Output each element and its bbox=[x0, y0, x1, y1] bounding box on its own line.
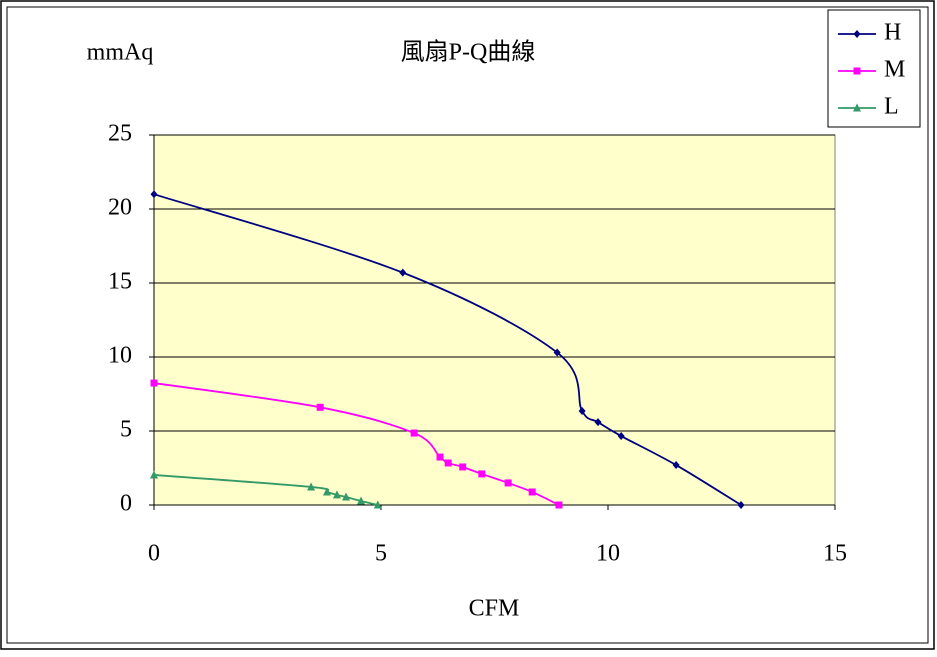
y-tick-label: 20 bbox=[108, 195, 132, 221]
marker bbox=[332, 490, 341, 499]
marker bbox=[150, 190, 158, 199]
marker bbox=[578, 407, 586, 416]
marker bbox=[594, 418, 602, 427]
marker bbox=[528, 488, 536, 496]
legend-box bbox=[827, 9, 921, 128]
y-tick-label: 5 bbox=[120, 417, 132, 443]
x-axis-label: CFM bbox=[469, 596, 520, 622]
marker bbox=[150, 470, 158, 479]
marker bbox=[150, 379, 158, 387]
marker bbox=[444, 459, 452, 467]
legend-marker bbox=[853, 67, 861, 75]
plot: 0 5 10 15 20 25 0 5 10 15 bbox=[108, 121, 847, 567]
marker bbox=[307, 482, 316, 491]
y-tick-label: 10 bbox=[108, 343, 132, 369]
x-tick-label: 15 bbox=[823, 541, 847, 567]
marker bbox=[357, 496, 366, 505]
marker bbox=[478, 470, 486, 478]
series-line bbox=[153, 193, 742, 506]
marker bbox=[617, 432, 625, 441]
chart-title: 風扇P-Q曲線 bbox=[401, 39, 536, 66]
plot-area bbox=[153, 134, 836, 506]
x-tick-label: 0 bbox=[148, 541, 160, 567]
marker bbox=[322, 487, 331, 496]
marker bbox=[316, 403, 324, 411]
legend-label: H bbox=[884, 20, 901, 46]
marker bbox=[436, 453, 444, 461]
marker bbox=[399, 268, 407, 277]
y-tick-label: 0 bbox=[120, 491, 132, 517]
legend: HML bbox=[827, 9, 921, 128]
x-tick-label: 5 bbox=[375, 541, 387, 567]
legend-label: L bbox=[884, 94, 899, 120]
legend-marker bbox=[853, 103, 861, 112]
marker bbox=[672, 461, 680, 470]
chart-frame bbox=[6, 6, 929, 644]
y-tick-label: 25 bbox=[108, 121, 132, 147]
y-axis-label: mmAq bbox=[87, 40, 154, 66]
marker bbox=[459, 463, 467, 471]
legend-label: M bbox=[884, 57, 905, 83]
marker bbox=[342, 492, 351, 501]
marker bbox=[410, 429, 418, 437]
marker bbox=[504, 479, 512, 487]
marker bbox=[553, 348, 561, 357]
x-tick-label: 10 bbox=[596, 541, 620, 567]
legend-marker bbox=[853, 30, 861, 38]
marker bbox=[737, 501, 745, 509]
marker bbox=[373, 500, 382, 509]
y-tick-label: 15 bbox=[108, 269, 132, 295]
marker bbox=[555, 501, 563, 509]
